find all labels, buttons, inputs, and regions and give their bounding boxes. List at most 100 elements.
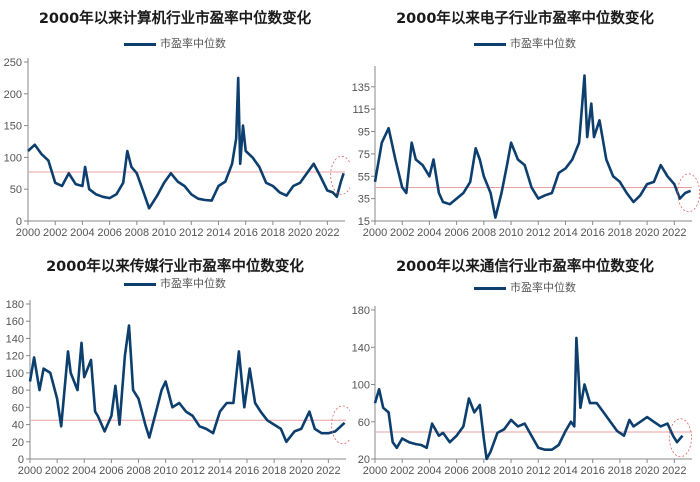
x-tick-label: 2004 [417, 227, 441, 239]
y-tick-label: 100 [4, 152, 22, 164]
y-tick-label: 75 [358, 149, 370, 161]
x-tick-label: 2018 [261, 227, 285, 239]
x-tick-label: 2002 [390, 465, 414, 477]
x-tick-label: 2002 [390, 227, 414, 239]
y-tick-label: 180 [352, 305, 370, 317]
x-tick-label: 2002 [45, 465, 69, 477]
x-tick-label: 2010 [499, 465, 523, 477]
y-tick-label: 95 [358, 127, 370, 139]
y-tick-label: 0 [18, 454, 24, 466]
x-tick-label: 2016 [233, 227, 257, 239]
x-tick-label: 2022 [316, 465, 340, 477]
x-tick-label: 2014 [206, 227, 230, 239]
chart-electronics: 2000年以来电子行业市盈率中位数变化 市盈率中位数 15 35 55 75 95 115… [350, 0, 700, 241]
chart-title: 2000年以来通信行业市盈率中位数变化 [396, 259, 654, 275]
y-tick-label: 135 [352, 82, 370, 94]
x-tick-label: 2012 [526, 227, 550, 239]
x-tick-label: 2000 [363, 227, 387, 239]
chart-plot: 0 20 40 60 80 100 120 140 160 180 2000 2002 2004 2006… [6, 299, 350, 477]
x-tick-label: 2016 [580, 465, 604, 477]
x-tick-label: 2002 [43, 227, 67, 239]
y-tick-label: 140 [6, 333, 24, 345]
x-tick-label: 2012 [526, 465, 550, 477]
legend-label: 市盈率中位数 [160, 37, 226, 50]
x-tick-label: 2012 [179, 227, 203, 239]
x-tick-label: 2010 [153, 465, 177, 477]
series-line [28, 324, 346, 444]
y-tick-label: 60 [358, 417, 370, 429]
series-line [373, 336, 684, 461]
series-line [373, 74, 692, 219]
x-tick-label: 2016 [580, 227, 604, 239]
highlight-circle [669, 418, 692, 458]
x-tick-label: 2006 [99, 465, 123, 477]
x-tick-label: 2006 [444, 465, 468, 477]
x-tick-label: 2008 [472, 465, 496, 477]
x-tick-label: 2018 [262, 465, 286, 477]
x-tick-label: 2008 [125, 227, 149, 239]
x-tick-label: 2010 [152, 227, 176, 239]
legend-line-swatch [474, 42, 506, 46]
y-tick-label: 120 [6, 351, 24, 363]
x-tick-label: 2006 [97, 227, 121, 239]
y-tick-label: 0 [16, 216, 22, 228]
y-tick-label: 100 [6, 368, 24, 380]
x-tick-label: 2004 [72, 465, 96, 477]
chart-media: 2000年以来传媒行业市盈率中位数变化 市盈率中位数 0 20 40 60 80 100 1… [0, 241, 350, 482]
x-tick-label: 2012 [181, 465, 205, 477]
x-tick-label: 2000 [18, 465, 42, 477]
x-tick-label: 2000 [16, 227, 40, 239]
chart-telecom: 2000年以来通信行业市盈率中位数变化 市盈率中位数 20 60 100 140 180… [350, 241, 700, 482]
legend-line-swatch [124, 282, 156, 286]
chart-title: 2000年以来电子行业市盈率中位数变化 [396, 11, 654, 27]
y-tick-label: 40 [12, 420, 24, 432]
chart-computer: 2000年以来计算机行业市盈率中位数变化 市盈率中位数 0 50 100 150 200… [0, 0, 350, 241]
x-tick-label: 2022 [315, 227, 339, 239]
y-tick-label: 55 [358, 171, 370, 183]
y-tick-label: 50 [10, 184, 22, 196]
y-tick-label: 250 [4, 57, 22, 69]
y-tick-label: 20 [12, 437, 24, 449]
chart-title: 2000年以来传媒行业市盈率中位数变化 [46, 259, 304, 275]
x-tick-label: 2006 [444, 227, 468, 239]
chart-plot: 15 35 55 75 95 115 135 2000 2002 2004 2006 2008 2010… [352, 66, 700, 239]
chart-title: 2000年以来计算机行业市盈率中位数变化 [38, 11, 312, 27]
y-tick-label: 180 [6, 299, 24, 311]
y-tick-label: 140 [352, 342, 370, 354]
x-tick-label: 2000 [363, 465, 387, 477]
y-tick-label: 200 [4, 89, 22, 101]
x-tick-label: 2014 [208, 465, 232, 477]
legend-label: 市盈率中位数 [510, 281, 576, 294]
chart-legend: 市盈率中位数 [350, 279, 700, 295]
x-tick-label: 2004 [70, 227, 94, 239]
y-tick-label: 15 [358, 216, 370, 228]
chart-legend: 市盈率中位数 [0, 35, 350, 51]
x-tick-label: 2020 [635, 465, 659, 477]
x-tick-label: 2014 [553, 227, 577, 239]
x-tick-label: 2014 [553, 465, 577, 477]
x-tick-label: 2022 [662, 227, 686, 239]
y-tick-label: 100 [352, 380, 370, 392]
x-tick-label: 2020 [288, 227, 312, 239]
x-tick-label: 2010 [499, 227, 523, 239]
y-tick-label: 160 [6, 316, 24, 328]
legend-label: 市盈率中位数 [160, 277, 226, 290]
y-tick-label: 80 [12, 385, 24, 397]
chart-legend: 市盈率中位数 [0, 275, 350, 291]
y-tick-label: 20 [358, 454, 370, 466]
series-line [27, 76, 345, 210]
x-tick-label: 2018 [608, 227, 632, 239]
x-tick-label: 2008 [126, 465, 150, 477]
x-tick-label: 2016 [235, 465, 259, 477]
x-tick-label: 2004 [417, 465, 441, 477]
y-tick-label: 115 [352, 104, 370, 116]
chart-legend: 市盈率中位数 [350, 35, 700, 51]
legend-line-swatch [474, 286, 506, 290]
x-tick-label: 2018 [608, 465, 632, 477]
y-tick-label: 150 [4, 121, 22, 133]
x-tick-label: 2022 [662, 465, 686, 477]
legend-label: 市盈率中位数 [510, 37, 576, 50]
x-tick-label: 2020 [635, 227, 659, 239]
